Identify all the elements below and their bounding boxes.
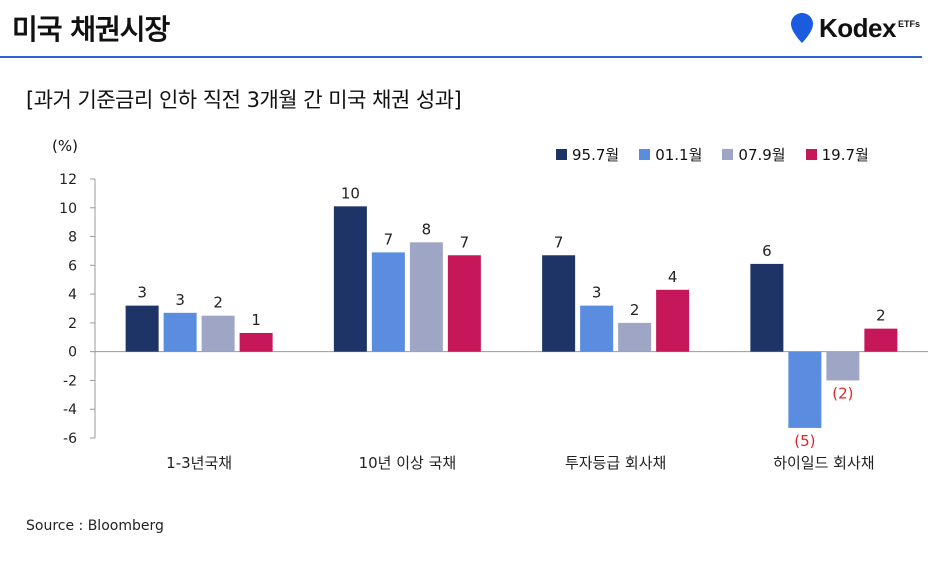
- category-label: 10년 이상 국채: [359, 454, 457, 472]
- bar: [580, 305, 614, 352]
- source-note: Source : Bloomberg: [26, 518, 164, 534]
- y-tick-label: -6: [63, 431, 77, 447]
- logo-wordmark: Kodex: [819, 12, 896, 43]
- chart-title: [과거 기준금리 인하 직전 3개월 간 미국 채권 성과]: [26, 88, 462, 112]
- legend-swatch-01-1: [639, 149, 651, 160]
- data-label: 7: [554, 233, 564, 251]
- legend-swatch-19-7: [805, 149, 817, 160]
- y-tick-label: 2: [68, 316, 77, 332]
- title-divider: [0, 56, 922, 58]
- category-label: 하이일드 회사채: [773, 454, 874, 472]
- legend-swatch-95-7: [556, 149, 567, 160]
- legend-label-95-7: 95.7월: [572, 146, 620, 164]
- bar: [239, 332, 273, 352]
- logo-suffix: ETFs: [897, 19, 920, 29]
- legend-swatch-07-9: [722, 149, 734, 160]
- legend-label-07-9: 07.9월: [738, 146, 786, 164]
- category-label: 1-3년국채: [166, 454, 232, 472]
- chart-legend: 95.7월 01.1월 07.9월 19.7월: [556, 144, 869, 165]
- data-label: 7: [460, 233, 470, 251]
- legend-item-19-7: 19.7월: [805, 144, 869, 165]
- data-label: 3: [137, 284, 147, 302]
- bar: [333, 206, 367, 352]
- category-label: 투자등급 회사채: [565, 454, 666, 472]
- bar: [201, 315, 235, 352]
- y-tick-label: 0: [68, 345, 77, 361]
- bar: [656, 289, 690, 352]
- bar: [371, 252, 405, 352]
- bar: [542, 255, 576, 352]
- data-label: 4: [668, 268, 678, 286]
- bar: [826, 351, 860, 381]
- bar: [788, 351, 822, 428]
- legend-item-95-7: 95.7월: [556, 144, 619, 165]
- data-label: 2: [213, 294, 223, 312]
- legend-label-19-7: 19.7월: [821, 146, 869, 164]
- y-tick-label: 12: [59, 172, 77, 188]
- page-title: 미국 채권시장: [12, 13, 170, 46]
- legend-item-01-1: 01.1월: [639, 144, 702, 165]
- data-label: (2): [832, 384, 853, 402]
- bar: [618, 322, 652, 352]
- y-tick-label: 4: [68, 287, 77, 303]
- bar: [447, 255, 481, 352]
- bar: [750, 263, 784, 352]
- y-axis-unit: (%): [52, 137, 78, 155]
- data-label: 2: [876, 307, 886, 325]
- data-label: 2: [630, 301, 640, 319]
- bar: [125, 305, 159, 352]
- bar: [409, 242, 443, 352]
- data-label: 1: [251, 311, 261, 329]
- y-tick-label: 8: [68, 230, 77, 246]
- data-label: 3: [175, 291, 185, 309]
- legend-item-07-9: 07.9월: [722, 144, 786, 165]
- data-label: 7: [384, 230, 394, 248]
- kodex-logo: Kodex ETFs: [791, 10, 920, 46]
- data-label: 3: [592, 284, 602, 302]
- y-tick-label: 10: [59, 201, 77, 217]
- y-tick-label: -2: [63, 373, 77, 389]
- bar: [864, 328, 898, 352]
- data-label: 8: [422, 220, 432, 238]
- data-label: 10: [341, 184, 360, 202]
- data-label: (5): [794, 432, 815, 450]
- y-tick-label: 6: [68, 258, 77, 274]
- bar: [163, 312, 197, 352]
- location-pin-icon: [791, 13, 814, 43]
- data-label: 6: [762, 242, 772, 260]
- legend-label-01-1: 01.1월: [655, 146, 703, 164]
- y-tick-label: -4: [63, 402, 77, 418]
